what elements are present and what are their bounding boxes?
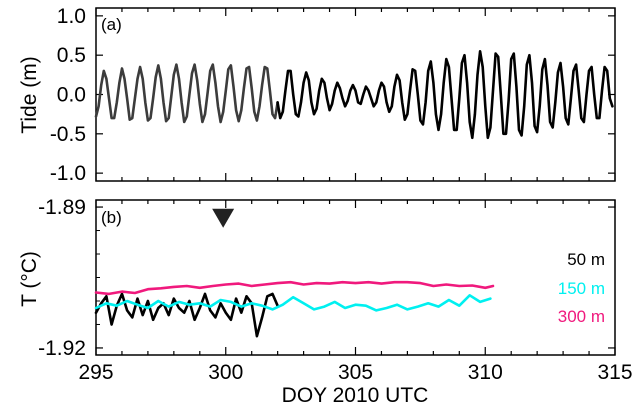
panel-b-y-ticks: -1.89 -1.92 xyxy=(38,196,615,360)
legend-300m: 300 m xyxy=(558,307,605,326)
series-line-segment-0 xyxy=(94,63,279,124)
panel-a-label: (a) xyxy=(101,15,122,34)
panel-b-y-axis-title: T (°C) xyxy=(18,251,41,307)
panel-a-series xyxy=(94,49,614,140)
series-line-300m xyxy=(94,280,495,296)
x-tick-label: 305 xyxy=(338,361,373,384)
panel-b-label: (b) xyxy=(101,208,122,227)
y-tick-label: -0.5 xyxy=(50,123,86,146)
y-tick-label: 1.0 xyxy=(57,5,86,28)
panel-b-frame xyxy=(95,199,616,356)
y-tick-label: -1.92 xyxy=(38,337,86,360)
panel-a: 1.0 0.5 0.0 -0.5 -1.0 (a) Tide (m) xyxy=(18,5,616,185)
x-tick-label: 315 xyxy=(597,361,632,384)
y-tick-label: 0.0 xyxy=(57,84,86,107)
panel-b-x-ticks: 295 300 305 310 315 xyxy=(78,200,633,384)
legend: 50 m 150 m 300 m xyxy=(558,250,605,326)
x-tick-label: 295 xyxy=(78,361,113,384)
panel-b: -1.89 -1.92 295 300 305 310 315 (b) T (°C) DO… xyxy=(18,196,633,407)
legend-150m: 150 m xyxy=(558,279,605,298)
panel-b-series xyxy=(94,280,495,338)
panel-a-y-ticks: 1.0 0.5 0.0 -0.5 -1.0 xyxy=(50,5,615,185)
x-tick-label: 300 xyxy=(208,361,243,384)
series-line-segment-1 xyxy=(276,49,614,140)
panel-a-y-axis-title: Tide (m) xyxy=(18,56,41,133)
y-tick-label: -1.0 xyxy=(50,162,86,185)
series-line-150m xyxy=(94,293,492,312)
series-line-50m xyxy=(94,292,279,338)
x-tick-label: 310 xyxy=(468,361,503,384)
y-tick-label: -1.89 xyxy=(38,196,86,219)
panel-b-x-axis-title: DOY 2010 UTC xyxy=(282,384,429,407)
event-marker-triangle xyxy=(212,208,235,228)
panel-a-x-ticks xyxy=(95,8,616,181)
legend-50m: 50 m xyxy=(567,250,605,269)
y-tick-label: 0.5 xyxy=(57,44,86,67)
